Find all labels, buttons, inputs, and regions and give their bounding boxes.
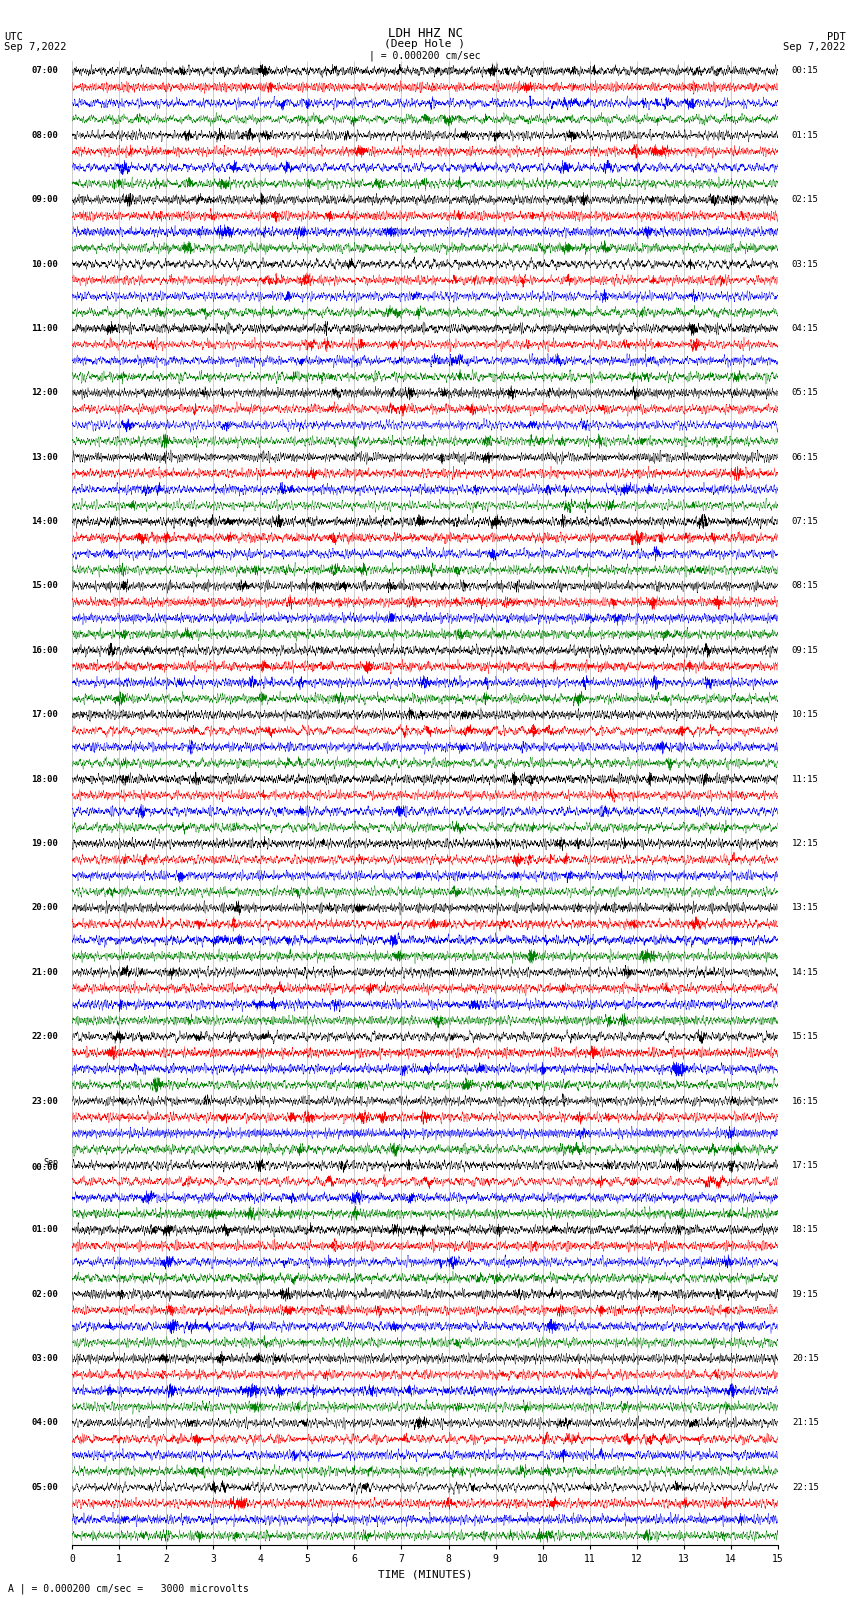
Text: PDT: PDT bbox=[827, 32, 846, 42]
Text: 20:15: 20:15 bbox=[792, 1353, 819, 1363]
Text: 04:15: 04:15 bbox=[792, 324, 819, 332]
Text: 19:15: 19:15 bbox=[792, 1290, 819, 1298]
Text: 09:00: 09:00 bbox=[31, 195, 58, 205]
Text: 02:00: 02:00 bbox=[31, 1290, 58, 1298]
Text: 05:15: 05:15 bbox=[792, 389, 819, 397]
Text: 15:15: 15:15 bbox=[792, 1032, 819, 1040]
Text: 07:00: 07:00 bbox=[31, 66, 58, 76]
Text: 11:00: 11:00 bbox=[31, 324, 58, 332]
Text: 21:00: 21:00 bbox=[31, 968, 58, 977]
Text: 11:15: 11:15 bbox=[792, 774, 819, 784]
Text: (Deep Hole ): (Deep Hole ) bbox=[384, 39, 466, 48]
Text: 08:15: 08:15 bbox=[792, 582, 819, 590]
Text: LDH HHZ NC: LDH HHZ NC bbox=[388, 27, 462, 40]
Text: 05:00: 05:00 bbox=[31, 1482, 58, 1492]
Text: 07:15: 07:15 bbox=[792, 518, 819, 526]
Text: A | = 0.000200 cm/sec =   3000 microvolts: A | = 0.000200 cm/sec = 3000 microvolts bbox=[8, 1582, 249, 1594]
Text: 06:15: 06:15 bbox=[792, 453, 819, 461]
Text: 01:00: 01:00 bbox=[31, 1226, 58, 1234]
Text: Sep 7,2022: Sep 7,2022 bbox=[4, 42, 67, 52]
Text: 01:15: 01:15 bbox=[792, 131, 819, 140]
Text: 22:15: 22:15 bbox=[792, 1482, 819, 1492]
Text: 16:15: 16:15 bbox=[792, 1097, 819, 1105]
Text: UTC: UTC bbox=[4, 32, 23, 42]
Text: 16:00: 16:00 bbox=[31, 645, 58, 655]
X-axis label: TIME (MINUTES): TIME (MINUTES) bbox=[377, 1569, 473, 1579]
Text: 21:15: 21:15 bbox=[792, 1418, 819, 1428]
Text: 03:15: 03:15 bbox=[792, 260, 819, 269]
Text: 18:00: 18:00 bbox=[31, 774, 58, 784]
Text: 23:00: 23:00 bbox=[31, 1097, 58, 1105]
Text: Sep: Sep bbox=[43, 1158, 58, 1168]
Text: 08:00: 08:00 bbox=[31, 131, 58, 140]
Text: | = 0.000200 cm/sec: | = 0.000200 cm/sec bbox=[369, 50, 481, 61]
Text: 00:15: 00:15 bbox=[792, 66, 819, 76]
Text: 18:15: 18:15 bbox=[792, 1226, 819, 1234]
Text: 03:00: 03:00 bbox=[31, 1353, 58, 1363]
Text: 22:00: 22:00 bbox=[31, 1032, 58, 1040]
Text: 04:00: 04:00 bbox=[31, 1418, 58, 1428]
Text: 20:00: 20:00 bbox=[31, 903, 58, 913]
Text: 17:00: 17:00 bbox=[31, 710, 58, 719]
Text: 00:00: 00:00 bbox=[31, 1163, 58, 1173]
Text: 12:15: 12:15 bbox=[792, 839, 819, 848]
Text: Sep 7,2022: Sep 7,2022 bbox=[783, 42, 846, 52]
Text: 12:00: 12:00 bbox=[31, 389, 58, 397]
Text: 02:15: 02:15 bbox=[792, 195, 819, 205]
Text: 19:00: 19:00 bbox=[31, 839, 58, 848]
Text: 13:00: 13:00 bbox=[31, 453, 58, 461]
Text: 14:00: 14:00 bbox=[31, 518, 58, 526]
Text: 15:00: 15:00 bbox=[31, 582, 58, 590]
Text: 17:15: 17:15 bbox=[792, 1161, 819, 1169]
Text: 10:15: 10:15 bbox=[792, 710, 819, 719]
Text: 14:15: 14:15 bbox=[792, 968, 819, 977]
Text: 10:00: 10:00 bbox=[31, 260, 58, 269]
Text: 13:15: 13:15 bbox=[792, 903, 819, 913]
Text: 09:15: 09:15 bbox=[792, 645, 819, 655]
